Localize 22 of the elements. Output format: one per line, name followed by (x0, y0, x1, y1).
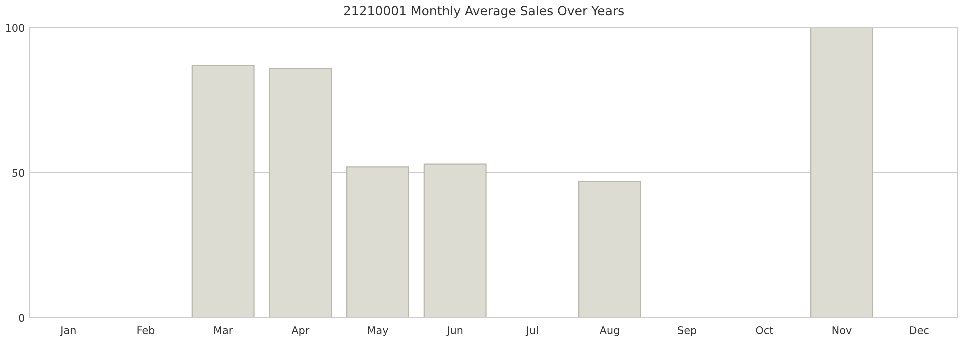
x-tick-label: Nov (832, 326, 852, 334)
x-tick-label: Apr (292, 326, 310, 336)
x-tick-label: Oct (756, 326, 774, 334)
bar (269, 68, 332, 318)
x-tick-label: Dec (910, 326, 929, 334)
bar (192, 65, 255, 318)
chart-title: 21210001 Monthly Average Sales Over Years (344, 6, 624, 18)
x-tick-label: Feb (138, 326, 155, 334)
x-tick-label: Mar (214, 326, 234, 334)
y-tick-label: 100 (6, 24, 24, 32)
y-tick-label: 50 (12, 169, 24, 178)
x-tick-label: Sep (678, 326, 697, 336)
bar (810, 28, 874, 318)
y-tick-label: 0 (19, 314, 24, 322)
bar (424, 164, 487, 318)
bar (578, 181, 642, 318)
x-tick-label: Aug (600, 326, 620, 336)
x-tick-label: Jul (526, 326, 538, 336)
x-tick-label: Jan (60, 326, 76, 336)
bar (346, 166, 410, 318)
x-tick-label: Jun (446, 326, 463, 336)
x-tick-label: May (368, 326, 388, 336)
